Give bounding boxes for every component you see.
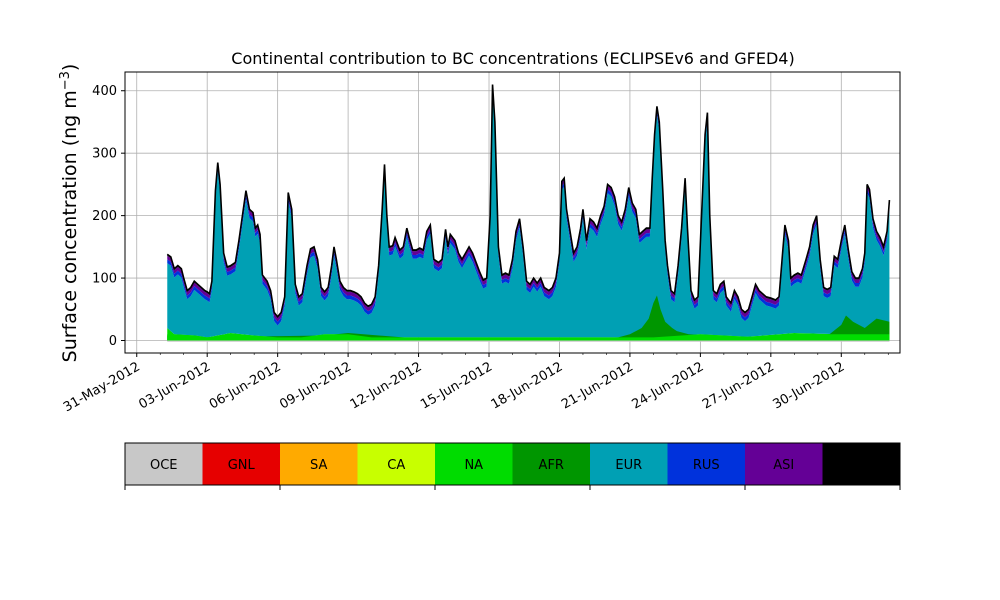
legend-label: CA: [387, 458, 405, 473]
legend-label: ASI: [773, 458, 794, 473]
legend-swatch: [202, 443, 280, 485]
y-axis-label: Surface concentration (ng m−3): [58, 64, 81, 363]
legend-label: AFR: [539, 458, 564, 473]
y-axis-label-main: Surface concentration (ng m: [59, 90, 81, 362]
area-eur: [167, 93, 890, 338]
legend-label: OCE: [150, 458, 178, 473]
colorbar-legend: OCE GNL SA CA NA AFR EUR RUS ASI AUS: [124, 442, 901, 490]
y-tick-label: 100: [92, 272, 117, 287]
x-tick-label: 31-May-2012: [61, 359, 143, 415]
y-tick-label: 200: [92, 209, 117, 224]
x-tick-label: 18-Jun-2012: [489, 359, 566, 412]
y-axis-label-close: ): [59, 64, 81, 71]
y-axis-label-exponent: −3: [58, 71, 73, 90]
legend-swatch: [667, 443, 745, 485]
x-tick-label: 27-Jun-2012: [700, 359, 777, 412]
x-tick-label: 30-Jun-2012: [770, 359, 847, 412]
total-line: [166, 84, 891, 319]
legend-swatch: [745, 443, 823, 485]
area-na-base: [167, 334, 890, 341]
chart-title: Continental contribution to BC concentra…: [231, 49, 794, 68]
legend-frame: [124, 442, 901, 486]
legend-swatch: [125, 443, 203, 485]
y-tick-label: 300: [92, 147, 117, 162]
y-tick-label: 400: [92, 84, 117, 99]
legend-swatch: [590, 443, 668, 485]
legend-swatch: [280, 443, 358, 485]
legend-label: AUS: [848, 458, 875, 473]
area-layers: [166, 84, 891, 342]
axes: 0 100 200 300 400 31-May-201203-Jun-201206-Ju…: [61, 71, 901, 415]
area-oce: [167, 340, 890, 342]
x-tick-label: 24-Jun-2012: [630, 359, 707, 412]
legend-swatch: [512, 443, 590, 485]
legend-label: EUR: [615, 458, 642, 473]
y-tick-label: 0: [109, 334, 117, 349]
legend-label: SA: [310, 458, 327, 473]
legend-label: RUS: [693, 458, 720, 473]
legend-swatch: [435, 443, 513, 485]
legend-label: NA: [464, 458, 483, 473]
x-tick-label: 12-Jun-2012: [348, 359, 425, 412]
x-tick-label: 21-Jun-2012: [559, 359, 636, 412]
x-tick-label: 15-Jun-2012: [418, 359, 495, 412]
x-tick-label: 06-Jun-2012: [207, 359, 284, 412]
x-tick-label: 09-Jun-2012: [277, 359, 354, 412]
legend-swatch: [357, 443, 435, 485]
x-tick-label: 03-Jun-2012: [136, 359, 213, 412]
legend-swatch: [822, 443, 900, 485]
legend-label: GNL: [228, 458, 256, 473]
